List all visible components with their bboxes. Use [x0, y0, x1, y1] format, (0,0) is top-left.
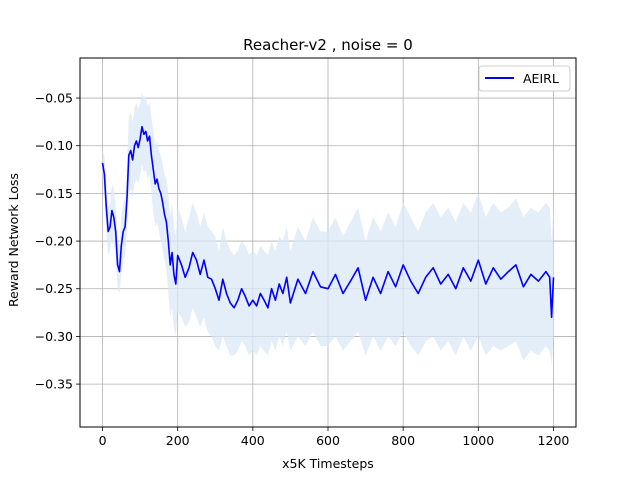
x-tick-label: 600: [316, 433, 340, 448]
legend: AEIRL: [478, 65, 571, 92]
x-tick-label: 1200: [538, 433, 570, 448]
y-tick-label: −0.10: [35, 138, 73, 153]
chart-title: Reacher-v2 , noise = 0: [243, 36, 413, 54]
x-tick-label: 1000: [462, 433, 494, 448]
x-axis-label: x5K Timesteps: [282, 456, 374, 471]
x-axis-ticks: 0 200 400 600 800 1000 1200: [99, 427, 570, 448]
x-tick-label: 800: [391, 433, 415, 448]
legend-box: [478, 65, 571, 92]
x-tick-label: 200: [166, 433, 190, 448]
series-line-layer: [101, 125, 555, 319]
y-tick-label: −0.25: [35, 281, 73, 296]
y-tick-label: −0.35: [35, 377, 73, 392]
x-tick-label: 400: [241, 433, 265, 448]
x-tick-label: 0: [99, 433, 107, 448]
y-tick-label: −0.30: [35, 329, 73, 344]
confidence-band-layer: [102, 93, 554, 366]
series-band-0: [102, 93, 554, 366]
y-tick-label: −0.05: [35, 91, 73, 106]
legend-label-aeirl: AEIRL: [523, 71, 559, 86]
y-axis-ticks: −0.35 −0.30 −0.25 −0.20 −0.15 −0.10 −0.05: [35, 91, 80, 392]
y-tick-label: −0.15: [35, 186, 73, 201]
series-line-0: [101, 125, 555, 319]
y-tick-label: −0.20: [35, 234, 73, 249]
y-axis-label: Reward Network Loss: [6, 173, 21, 307]
